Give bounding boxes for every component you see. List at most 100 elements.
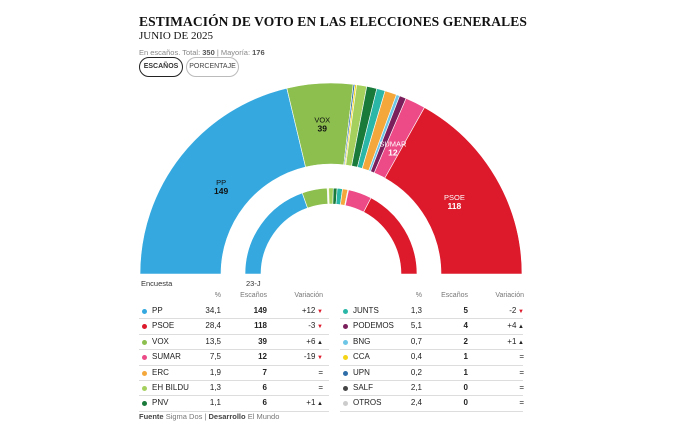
chart-footer: Fuente Sigma Dos | Desarrollo El Mundo <box>139 412 280 421</box>
party-change: +1 ▲ <box>474 337 524 346</box>
outer-segment-psoe[interactable] <box>384 107 523 275</box>
party-seats: 0 <box>463 398 468 408</box>
results-table-right: % Escaños Variación JUNTS 1,3 5 -2 ▼ PODEMOS 5,1… <box>340 292 524 412</box>
header-pct: % <box>415 292 422 299</box>
party-seats: 5 <box>463 306 468 315</box>
chart-header: ESTIMACIÓN DE VOTO EN LAS ELECCIONES GEN… <box>139 14 539 57</box>
party-pct: 0,7 <box>410 336 422 346</box>
party-name: PNV <box>152 398 169 408</box>
change-value: +6 <box>306 336 316 346</box>
table-header-left: % Escaños Variación <box>139 292 329 304</box>
header-change: Variación <box>294 292 323 299</box>
change-value: -19 <box>303 352 316 362</box>
change-value: = <box>519 367 524 377</box>
table-row-eh-bildu: EH BILDU 1,3 6 = <box>139 381 329 397</box>
chart-label-seats-pp: 149 <box>214 186 228 196</box>
party-dot <box>142 355 147 361</box>
party-pct: 2,4 <box>410 398 422 408</box>
party-pct: 0,4 <box>410 352 422 362</box>
toggle-seats-button[interactable]: ESCAÑOS <box>139 57 183 77</box>
party-seats: 0 <box>463 382 468 392</box>
outer-segment-pp[interactable] <box>139 87 306 275</box>
chart-title: ESTIMACIÓN DE VOTO EN LAS ELECCIONES GEN… <box>139 14 527 29</box>
change-value: +1 <box>507 336 517 346</box>
arrow-up-icon: ▲ <box>516 339 524 346</box>
header-seats: Escaños <box>240 292 267 299</box>
party-pct: 0,2 <box>410 367 422 377</box>
party-name: JUNTS <box>353 306 379 315</box>
chart-label-name-pp: PP <box>216 178 226 187</box>
table-row-pp: PP 34,1 149 +12 ▼ <box>139 304 329 320</box>
inner-segment-pp[interactable] <box>244 192 308 275</box>
party-dot <box>343 324 348 330</box>
party-pct: 1,3 <box>209 382 221 392</box>
table-row-erc: ERC 1,9 7 = <box>139 366 329 381</box>
party-dot <box>343 309 348 314</box>
party-pct: 1,9 <box>209 367 221 377</box>
party-seats: 6 <box>262 382 267 392</box>
party-seats: 149 <box>253 306 267 315</box>
chart-label-seats-psoe: 118 <box>448 201 462 211</box>
party-change: = <box>474 368 524 377</box>
arrow-down-icon: ▼ <box>516 309 524 315</box>
party-name: CCA <box>353 352 370 362</box>
party-name: OTROS <box>353 398 382 408</box>
party-seats: 1 <box>463 352 468 362</box>
party-name: EH BILDU <box>152 382 189 392</box>
party-seats: 4 <box>463 321 468 331</box>
results-table-left: % Escaños Variación PP 34,1 149 +12 ▼ PSOE 28,4 1… <box>139 292 329 412</box>
total-seats: 350 <box>202 48 215 57</box>
table-row-bng: BNG 0,7 2 +1 ▲ <box>340 335 524 351</box>
party-name: SUMAR <box>152 352 181 362</box>
party-change: = <box>474 352 524 361</box>
majority-seats: 176 <box>252 48 265 57</box>
table-row-upn: UPN 0,2 1 = <box>340 366 524 381</box>
change-value: = <box>318 382 323 392</box>
party-pct: 1,1 <box>209 398 221 408</box>
party-change: +4 ▲ <box>474 321 524 330</box>
party-dot <box>142 339 147 345</box>
party-change: = <box>474 398 524 407</box>
party-dot <box>142 401 147 407</box>
party-dot <box>343 339 348 345</box>
chart-label-seats-vox: 39 <box>318 123 328 133</box>
change-value: = <box>519 382 524 392</box>
chart-label-name-sumar: SUMAR <box>379 139 407 148</box>
party-dot <box>343 385 348 391</box>
change-value: = <box>519 398 524 408</box>
party-change: -3 ▼ <box>273 321 323 330</box>
party-change: -19 ▼ <box>273 352 323 361</box>
inner-segment-psoe[interactable] <box>363 197 418 275</box>
party-name: ERC <box>152 367 169 377</box>
change-value: +4 <box>507 321 517 331</box>
arrow-up-icon: ▲ <box>315 339 323 346</box>
inner-segment-eh-bildu[interactable] <box>328 187 334 205</box>
arrow-down-icon: ▼ <box>315 355 323 362</box>
arrow-up-icon: ▲ <box>516 324 524 331</box>
party-change: = <box>474 383 524 392</box>
arrow-up-icon: ▲ <box>315 401 323 408</box>
party-seats: 12 <box>258 352 267 362</box>
party-seats: 39 <box>258 336 267 346</box>
seat-note: En escaños. Total: 350 | Mayoría: 176 <box>139 48 265 57</box>
party-seats: 6 <box>262 398 267 408</box>
change-value: +12 <box>301 306 316 315</box>
table-row-otros: OTROS 2,4 0 = <box>340 396 524 412</box>
party-pct: 2,1 <box>410 382 422 392</box>
party-pct: 34,1 <box>205 306 221 315</box>
change-value: -2 <box>509 306 517 315</box>
party-name: BNG <box>353 336 371 346</box>
toggle-percent-button[interactable]: PORCENTAJE <box>186 57 239 77</box>
chart-subtitle: JUNIO DE 2025 <box>139 30 213 42</box>
party-seats: 1 <box>463 367 468 377</box>
party-dot <box>142 385 147 391</box>
header-change: Variación <box>495 292 524 299</box>
table-row-psoe: PSOE 28,4 118 -3 ▼ <box>139 319 329 335</box>
party-name: PSOE <box>152 321 175 331</box>
party-pct: 28,4 <box>205 321 221 331</box>
party-pct: 13,5 <box>205 336 221 346</box>
table-header-right: % Escaños Variación <box>340 292 524 304</box>
table-row-sumar: SUMAR 7,5 12 -19 ▼ <box>139 350 329 366</box>
party-dot <box>343 401 348 407</box>
